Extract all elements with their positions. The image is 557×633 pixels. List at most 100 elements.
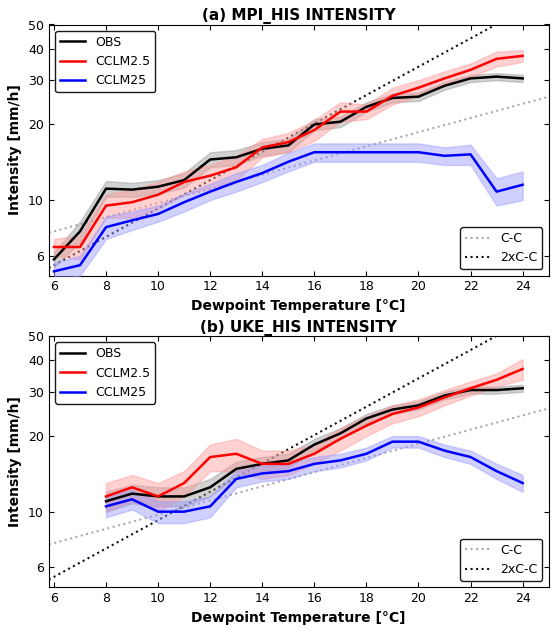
CCLM2.5 xyxy=(311,450,317,458)
CCLM25 xyxy=(155,508,162,515)
CCLM25 xyxy=(311,148,317,156)
CCLM25 xyxy=(181,198,188,206)
OBS xyxy=(337,430,344,437)
OBS xyxy=(181,177,188,184)
CCLM2.5 xyxy=(129,198,135,206)
OBS xyxy=(337,118,344,125)
CCLM25 xyxy=(363,148,370,156)
CCLM25 xyxy=(259,470,266,477)
CCLM2.5 xyxy=(337,435,344,442)
CCLM25 xyxy=(129,216,135,224)
CCLM25 xyxy=(102,503,109,510)
CCLM25 xyxy=(494,188,500,196)
CCLM25 xyxy=(77,261,84,269)
CCLM25 xyxy=(519,181,526,189)
CCLM2.5 xyxy=(519,365,526,373)
OBS xyxy=(311,121,317,128)
CCLM25 xyxy=(519,479,526,487)
CCLM2.5 xyxy=(259,144,266,151)
CCLM2.5 xyxy=(337,108,344,115)
OBS xyxy=(519,75,526,82)
OBS xyxy=(259,460,266,468)
CCLM2.5 xyxy=(494,55,500,63)
CCLM25 xyxy=(155,210,162,218)
Line: OBS: OBS xyxy=(106,388,522,501)
OBS xyxy=(51,256,57,263)
CCLM25 xyxy=(441,152,448,160)
OBS xyxy=(494,73,500,80)
Y-axis label: Intensity [mm/h]: Intensity [mm/h] xyxy=(8,85,22,215)
OBS xyxy=(415,401,422,409)
OBS xyxy=(467,75,474,82)
Line: CCLM2.5: CCLM2.5 xyxy=(106,369,522,496)
CCLM2.5 xyxy=(102,202,109,210)
CCLM2.5 xyxy=(102,492,109,500)
CCLM2.5 xyxy=(441,394,448,401)
OBS xyxy=(389,406,396,413)
OBS xyxy=(207,484,213,491)
CCLM2.5 xyxy=(494,376,500,384)
CCLM25 xyxy=(233,178,240,185)
OBS xyxy=(155,492,162,500)
Title: (a) MPI_HIS INTENSITY: (a) MPI_HIS INTENSITY xyxy=(202,8,395,24)
CCLM2.5 xyxy=(467,384,474,392)
CCLM25 xyxy=(51,268,57,275)
OBS xyxy=(415,93,422,101)
CCLM2.5 xyxy=(363,108,370,115)
CCLM2.5 xyxy=(207,172,213,180)
OBS xyxy=(259,145,266,153)
OBS xyxy=(129,490,135,498)
Line: CCLM2.5: CCLM2.5 xyxy=(54,56,522,247)
CCLM25 xyxy=(129,496,135,503)
OBS xyxy=(389,94,396,102)
CCLM2.5 xyxy=(181,479,188,487)
CCLM25 xyxy=(259,169,266,177)
OBS xyxy=(181,492,188,500)
CCLM2.5 xyxy=(155,492,162,500)
CCLM25 xyxy=(207,503,213,510)
OBS xyxy=(233,465,240,473)
OBS xyxy=(519,384,526,392)
OBS xyxy=(285,142,292,149)
CCLM2.5 xyxy=(363,422,370,429)
CCLM25 xyxy=(285,158,292,166)
OBS xyxy=(155,183,162,191)
CCLM2.5 xyxy=(441,75,448,82)
CCLM2.5 xyxy=(181,178,188,185)
OBS xyxy=(207,156,213,163)
OBS xyxy=(129,186,135,194)
CCLM25 xyxy=(467,151,474,158)
Title: (b) UKE_HIS INTENSITY: (b) UKE_HIS INTENSITY xyxy=(201,320,397,336)
CCLM2.5 xyxy=(519,52,526,60)
CCLM25 xyxy=(494,467,500,475)
X-axis label: Dewpoint Temperature [°C]: Dewpoint Temperature [°C] xyxy=(192,611,406,625)
OBS xyxy=(102,185,109,192)
CCLM2.5 xyxy=(129,484,135,491)
OBS xyxy=(494,386,500,394)
CCLM25 xyxy=(102,223,109,231)
CCLM2.5 xyxy=(233,450,240,458)
CCLM25 xyxy=(337,148,344,156)
CCLM2.5 xyxy=(259,460,266,468)
CCLM25 xyxy=(181,508,188,515)
CCLM2.5 xyxy=(285,139,292,146)
OBS xyxy=(363,103,370,111)
CCLM2.5 xyxy=(415,404,422,411)
CCLM25 xyxy=(467,453,474,461)
CCLM2.5 xyxy=(233,163,240,171)
OBS xyxy=(441,82,448,90)
OBS xyxy=(441,392,448,399)
CCLM25 xyxy=(337,456,344,464)
CCLM2.5 xyxy=(207,453,213,461)
CCLM2.5 xyxy=(77,243,84,251)
OBS xyxy=(233,153,240,161)
CCLM25 xyxy=(415,438,422,446)
CCLM2.5 xyxy=(389,92,396,99)
OBS xyxy=(467,386,474,394)
OBS xyxy=(363,415,370,422)
CCLM2.5 xyxy=(51,243,57,251)
CCLM2.5 xyxy=(389,410,396,418)
Line: CCLM25: CCLM25 xyxy=(54,152,522,272)
CCLM2.5 xyxy=(285,460,292,468)
CCLM2.5 xyxy=(415,84,422,92)
